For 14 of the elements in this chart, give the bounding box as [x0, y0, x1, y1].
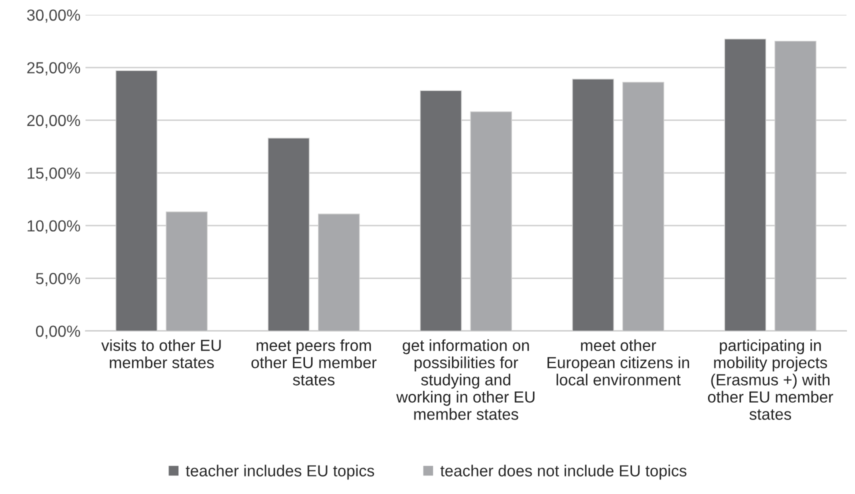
y-tick-label: 10,00%	[28, 220, 80, 234]
x-tick-label: visits to other EU member states	[101, 339, 221, 368]
x-tick-label: meet peers from other EU member states	[251, 339, 377, 386]
y-tick-label: 0,00%	[36, 326, 80, 339]
y-tick-label: 25,00%	[27, 62, 80, 76]
y-tick-label: 30,00%	[27, 9, 80, 23]
y-tick-label: 15,00%	[28, 168, 80, 181]
y-tick-label: 5,00%	[36, 272, 80, 286]
y-tick-label: 20,00%	[27, 114, 80, 128]
legend-label: teacher includes EU topics	[186, 464, 374, 480]
legend-label: teacher does not include EU topics	[440, 464, 686, 480]
x-tick-label: get information on possibilities for studying and working in other EU member states	[396, 339, 534, 420]
x-tick-label: meet other European citizens in local environment	[548, 339, 690, 386]
x-tick-label: participating in mobility projects (Erasmus +) with other EU member states	[708, 339, 834, 420]
